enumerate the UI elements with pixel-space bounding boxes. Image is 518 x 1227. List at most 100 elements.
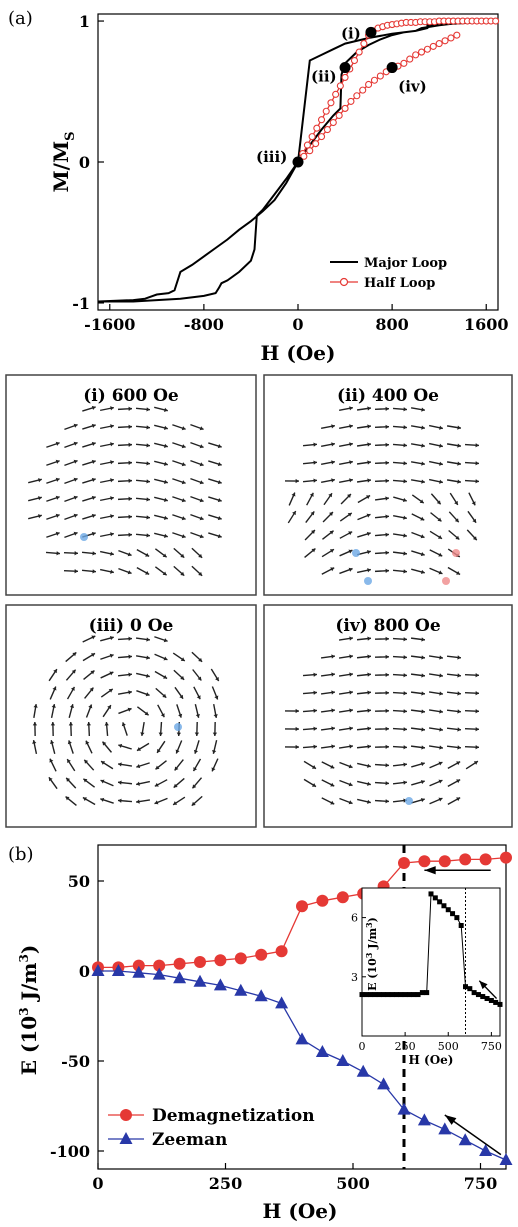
inset-marker bbox=[467, 986, 473, 992]
spin-arrowhead bbox=[211, 767, 216, 772]
spin-arrowhead bbox=[454, 500, 458, 505]
half-loop-marker bbox=[353, 92, 361, 100]
spin-arrowhead bbox=[110, 551, 114, 556]
spin-arrowhead bbox=[366, 495, 371, 500]
spin-arrowhead bbox=[176, 732, 181, 736]
inset-marker bbox=[411, 992, 417, 998]
spin-arrowhead bbox=[164, 425, 168, 430]
spin-arrowhead bbox=[436, 500, 441, 505]
chart-b-arrows bbox=[424, 866, 502, 1156]
spin-arrowhead bbox=[53, 669, 57, 674]
inset-marker bbox=[372, 992, 378, 998]
spin-arrowhead bbox=[348, 549, 353, 554]
x-tick-label: 1600 bbox=[464, 315, 509, 334]
zeeman-marker bbox=[377, 1077, 391, 1090]
half-loop-marker bbox=[350, 56, 359, 65]
spin-arrowhead bbox=[51, 704, 56, 708]
zeeman-marker bbox=[152, 967, 166, 980]
half-loop-marker bbox=[341, 104, 349, 112]
spin-arrowhead bbox=[181, 426, 186, 431]
spin-arrowhead bbox=[421, 709, 425, 714]
spin-arrowhead bbox=[110, 424, 114, 429]
spin-arrowhead bbox=[349, 636, 353, 641]
half-loop-marker bbox=[308, 133, 316, 141]
half-loop-marker bbox=[429, 42, 437, 50]
demag-marker bbox=[316, 894, 329, 907]
inset-plot-area bbox=[361, 887, 501, 1037]
spin-arrowhead bbox=[83, 778, 88, 783]
spin-arrowhead bbox=[330, 567, 335, 572]
spin-arrowhead bbox=[55, 495, 60, 500]
spin-arrowhead bbox=[136, 799, 140, 804]
spin-arrowhead bbox=[49, 758, 54, 763]
half-loop-marker bbox=[417, 48, 426, 56]
spin-arrowhead bbox=[193, 767, 198, 772]
spin-arrowhead bbox=[420, 552, 425, 557]
legend-label-major: Major Loop bbox=[364, 256, 447, 271]
annotation-arrowhead bbox=[444, 1115, 457, 1125]
spin-arrowhead bbox=[367, 654, 371, 659]
spin-arrowhead bbox=[199, 516, 204, 521]
spin-arrowhead bbox=[110, 569, 114, 574]
spin-arrowhead bbox=[439, 727, 443, 732]
spin-arrowhead bbox=[164, 479, 168, 484]
zeeman-marker bbox=[479, 1144, 493, 1156]
spin-arrowhead bbox=[366, 531, 371, 536]
spin-arrowhead bbox=[331, 460, 335, 465]
demag-marker bbox=[153, 959, 166, 972]
spin-arrowhead bbox=[349, 708, 353, 713]
spin-arrowhead bbox=[403, 691, 407, 696]
spin-arrowhead bbox=[128, 690, 132, 695]
spin-arrowhead bbox=[180, 657, 185, 661]
spin-arrowhead bbox=[86, 722, 91, 726]
spin-arrowhead bbox=[421, 425, 425, 430]
half-loop-marker bbox=[441, 37, 449, 45]
spin-arrowhead bbox=[313, 744, 317, 749]
spin-arrowhead bbox=[455, 535, 460, 540]
spin-arrowhead bbox=[136, 747, 141, 751]
spin-arrowhead bbox=[349, 478, 353, 483]
spin-arrowhead bbox=[118, 743, 123, 749]
spin-arrowhead bbox=[475, 709, 479, 714]
spin-arrowhead bbox=[157, 748, 161, 753]
spin-arrowhead bbox=[164, 407, 168, 412]
spin-arrowhead bbox=[110, 496, 114, 501]
spin-arrowhead bbox=[473, 761, 478, 765]
zeeman-marker bbox=[397, 1102, 411, 1115]
half-loop-marker bbox=[355, 48, 363, 56]
spin-arrowhead bbox=[475, 727, 479, 732]
spin-arrowhead bbox=[71, 669, 76, 674]
spin-arrowhead bbox=[181, 462, 186, 467]
spin-arrowhead bbox=[457, 727, 461, 732]
spin-arrowhead bbox=[100, 779, 105, 784]
spin-arrowhead bbox=[331, 478, 335, 483]
legend-label: Zeeman bbox=[152, 1130, 227, 1150]
spin-arrowhead bbox=[420, 797, 425, 803]
spin-arrowhead bbox=[454, 518, 459, 523]
spin-arrowhead bbox=[199, 444, 204, 449]
spin-arrowhead bbox=[439, 673, 443, 678]
spin-arrowhead bbox=[438, 552, 443, 557]
zeeman-marker bbox=[438, 1122, 452, 1135]
half-loop-marker bbox=[360, 40, 368, 48]
spin-arrowhead bbox=[457, 745, 461, 750]
spin-arrowhead bbox=[367, 763, 371, 768]
spin-arrowhead bbox=[329, 512, 333, 516]
spin-arrowhead bbox=[439, 425, 443, 430]
spin-arrowhead bbox=[439, 461, 443, 466]
spin-arrowhead bbox=[118, 762, 122, 767]
spin-arrowhead bbox=[313, 460, 317, 465]
spin-arrowhead bbox=[457, 673, 461, 678]
spin-arrowhead bbox=[146, 407, 150, 412]
spin-arrowhead bbox=[145, 570, 150, 575]
spin-arrowhead bbox=[214, 695, 219, 700]
spin-arrowhead bbox=[89, 687, 94, 692]
spin-arrowhead bbox=[73, 477, 78, 482]
spin-arrowhead bbox=[457, 691, 461, 696]
spin-arrowhead bbox=[55, 513, 60, 518]
spin-arrowhead bbox=[217, 534, 222, 539]
spin-arrowhead bbox=[348, 567, 353, 572]
spin-arrowhead bbox=[92, 569, 96, 574]
legend-label: Demagnetization bbox=[152, 1106, 315, 1126]
spin-arrowhead bbox=[67, 759, 71, 764]
